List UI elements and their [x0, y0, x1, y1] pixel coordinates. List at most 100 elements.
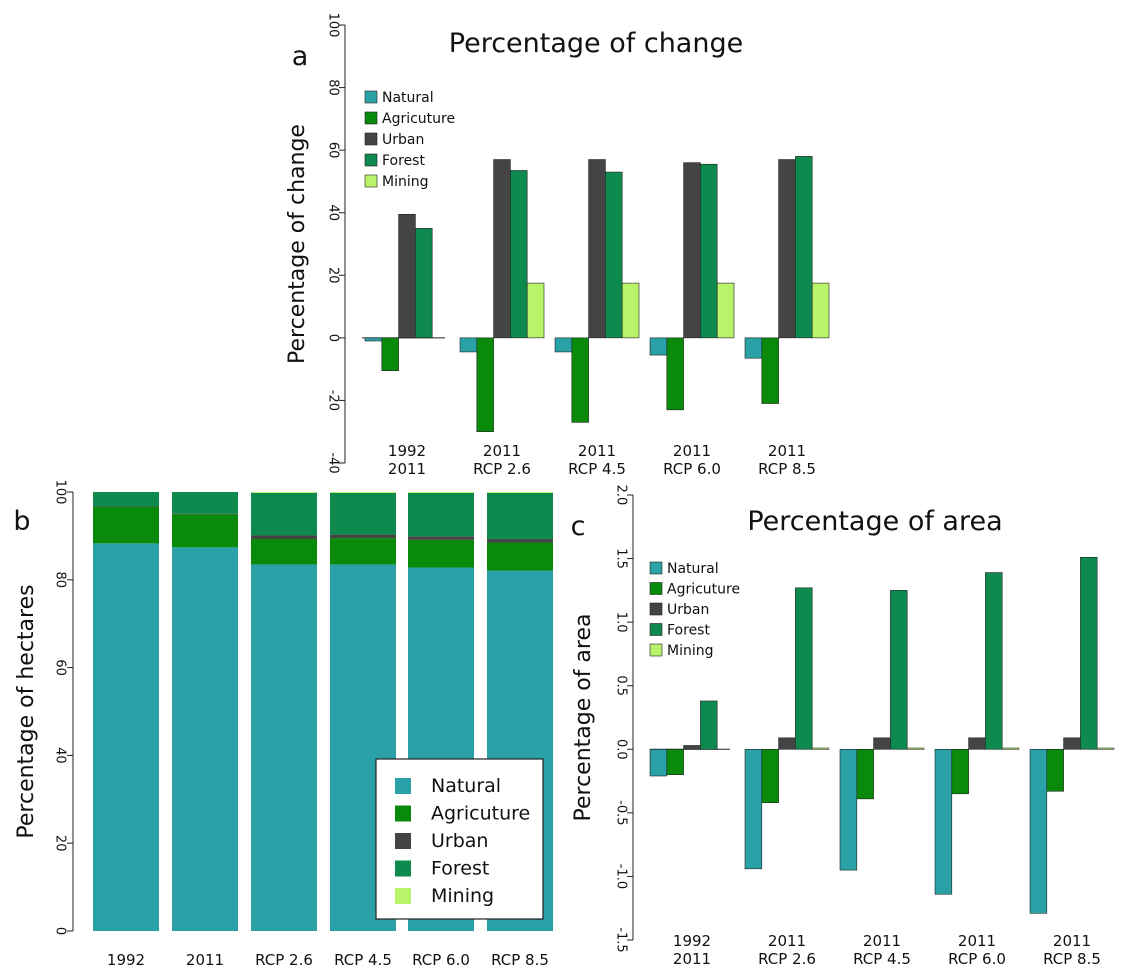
- y-axis-label: Percentage of hectares: [14, 584, 39, 838]
- y-tick-label: -0.5: [614, 800, 629, 825]
- bar-urban: [683, 162, 701, 339]
- y-tick-label: 20: [53, 835, 68, 852]
- bar-mining: [811, 282, 830, 339]
- chart-title: Percentage of area: [747, 506, 1002, 537]
- bar-mining: [1096, 747, 1115, 750]
- bar-segment-forest: [487, 492, 553, 539]
- bar-natural: [364, 337, 383, 342]
- legend-label: Mining: [431, 885, 494, 907]
- category-label: RCP 2.6: [473, 460, 531, 478]
- y-tick-label: -20: [326, 390, 341, 411]
- category-label: 1992: [388, 442, 426, 460]
- legend-label: Natural: [667, 561, 719, 577]
- legend-swatch: [395, 888, 411, 904]
- bar-natural: [649, 337, 668, 356]
- category-label: RCP 6.0: [948, 950, 1006, 968]
- panel-letter: c: [571, 511, 586, 542]
- legend-label: Agricuture: [667, 582, 740, 598]
- bar-agricuture: [856, 748, 874, 800]
- bar-segment-forest: [251, 492, 317, 536]
- legend: Natural Agricuture Urban Forest Mining: [364, 90, 455, 190]
- bar-natural: [1029, 748, 1048, 914]
- legend-swatch: [395, 805, 411, 822]
- legend-label: Urban: [382, 132, 424, 148]
- bar-natural: [744, 337, 763, 359]
- chart-title: Percentage of change: [449, 28, 743, 59]
- bar-mining: [1001, 747, 1020, 750]
- category-label: 2011: [863, 932, 901, 950]
- legend-label: Urban: [431, 830, 488, 852]
- bar-mining: [716, 282, 735, 339]
- bar-segment-natural: [172, 547, 238, 931]
- bar-urban: [778, 737, 796, 750]
- category-label: RCP 8.5: [758, 460, 816, 478]
- panel-c: -1.5 -1.0 -0.5 0.0 0.5 1.0 1.5 2.0 Percentage of…: [571, 485, 1115, 968]
- y-tick-label: 40: [326, 204, 341, 221]
- bar-forest: [985, 572, 1003, 750]
- bar-segment-mining: [251, 492, 317, 493]
- legend-label: Agricuture: [382, 111, 455, 127]
- category-label: RCP 2.6: [255, 951, 313, 969]
- bar-forest: [890, 590, 908, 750]
- legend-label: Forest: [431, 858, 489, 880]
- legend-label: Urban: [667, 602, 709, 618]
- legend-label: Forest: [382, 153, 425, 169]
- legend-label: Forest: [667, 623, 710, 639]
- bar-segment-forest: [93, 492, 159, 507]
- legend: Natural Agricuture Urban Forest Mining: [375, 758, 544, 920]
- legend-swatch: [364, 174, 378, 188]
- panel-b: 0 20 40 60 80 100 Percentage of hectares b 1992 2…: [13, 480, 553, 969]
- bar-segment-urban: [172, 513, 238, 515]
- category-label: 2011: [388, 460, 426, 478]
- bar-mining: [906, 747, 925, 750]
- bar-agricuture: [666, 748, 684, 776]
- y-tick-label: 60: [326, 142, 341, 159]
- bar-urban: [493, 159, 511, 339]
- y-tick-label: 100: [53, 480, 68, 505]
- legend-swatch: [649, 643, 663, 657]
- category-label: 2011: [673, 442, 711, 460]
- bar-urban: [683, 745, 701, 750]
- legend-label: Natural: [382, 90, 434, 106]
- bar-natural: [554, 337, 573, 353]
- bar-segment-urban: [251, 535, 317, 539]
- panel-letter: a: [292, 41, 309, 72]
- bar-urban: [588, 159, 606, 339]
- y-tick-label: 80: [326, 79, 341, 96]
- bar-segment-forest: [330, 492, 396, 535]
- bar-mining: [621, 282, 640, 339]
- bar-forest: [510, 170, 528, 339]
- bar-agricuture: [381, 337, 399, 372]
- category-label: 2011: [1053, 932, 1091, 950]
- legend-swatch: [395, 833, 411, 849]
- bar-forest: [795, 587, 813, 750]
- bar-agricuture: [1046, 748, 1064, 792]
- category-label: RCP 6.0: [412, 951, 470, 969]
- bar-urban: [1063, 737, 1081, 750]
- legend: Natural Agricuture Urban Forest Mining: [649, 561, 740, 659]
- category-label: RCP 4.5: [853, 950, 911, 968]
- bar-segment-natural: [93, 543, 159, 931]
- legend-label: Mining: [667, 643, 714, 659]
- bar-agricuture: [951, 748, 969, 795]
- category-label: 2011: [958, 932, 996, 950]
- bar-forest: [1080, 556, 1098, 750]
- bar-urban: [398, 213, 416, 339]
- bar-forest: [415, 228, 433, 339]
- bar-segment-agriculture: [408, 539, 474, 568]
- bar-natural: [459, 337, 478, 353]
- bar-segment-agriculture: [330, 538, 396, 565]
- bar-segment-natural: [251, 564, 317, 931]
- bar-agricuture: [761, 337, 779, 404]
- y-tick-label: 60: [53, 659, 68, 676]
- category-label: 2011: [578, 442, 616, 460]
- bar-natural: [934, 748, 953, 895]
- bar-segment-forest: [172, 492, 238, 514]
- bar-segment-mining: [487, 492, 553, 493]
- legend-swatch: [364, 111, 378, 125]
- legend-swatch: [364, 90, 378, 104]
- category-label: 2011: [483, 442, 521, 460]
- bar-mining: [526, 282, 545, 339]
- bar-segment-agriculture: [93, 506, 159, 544]
